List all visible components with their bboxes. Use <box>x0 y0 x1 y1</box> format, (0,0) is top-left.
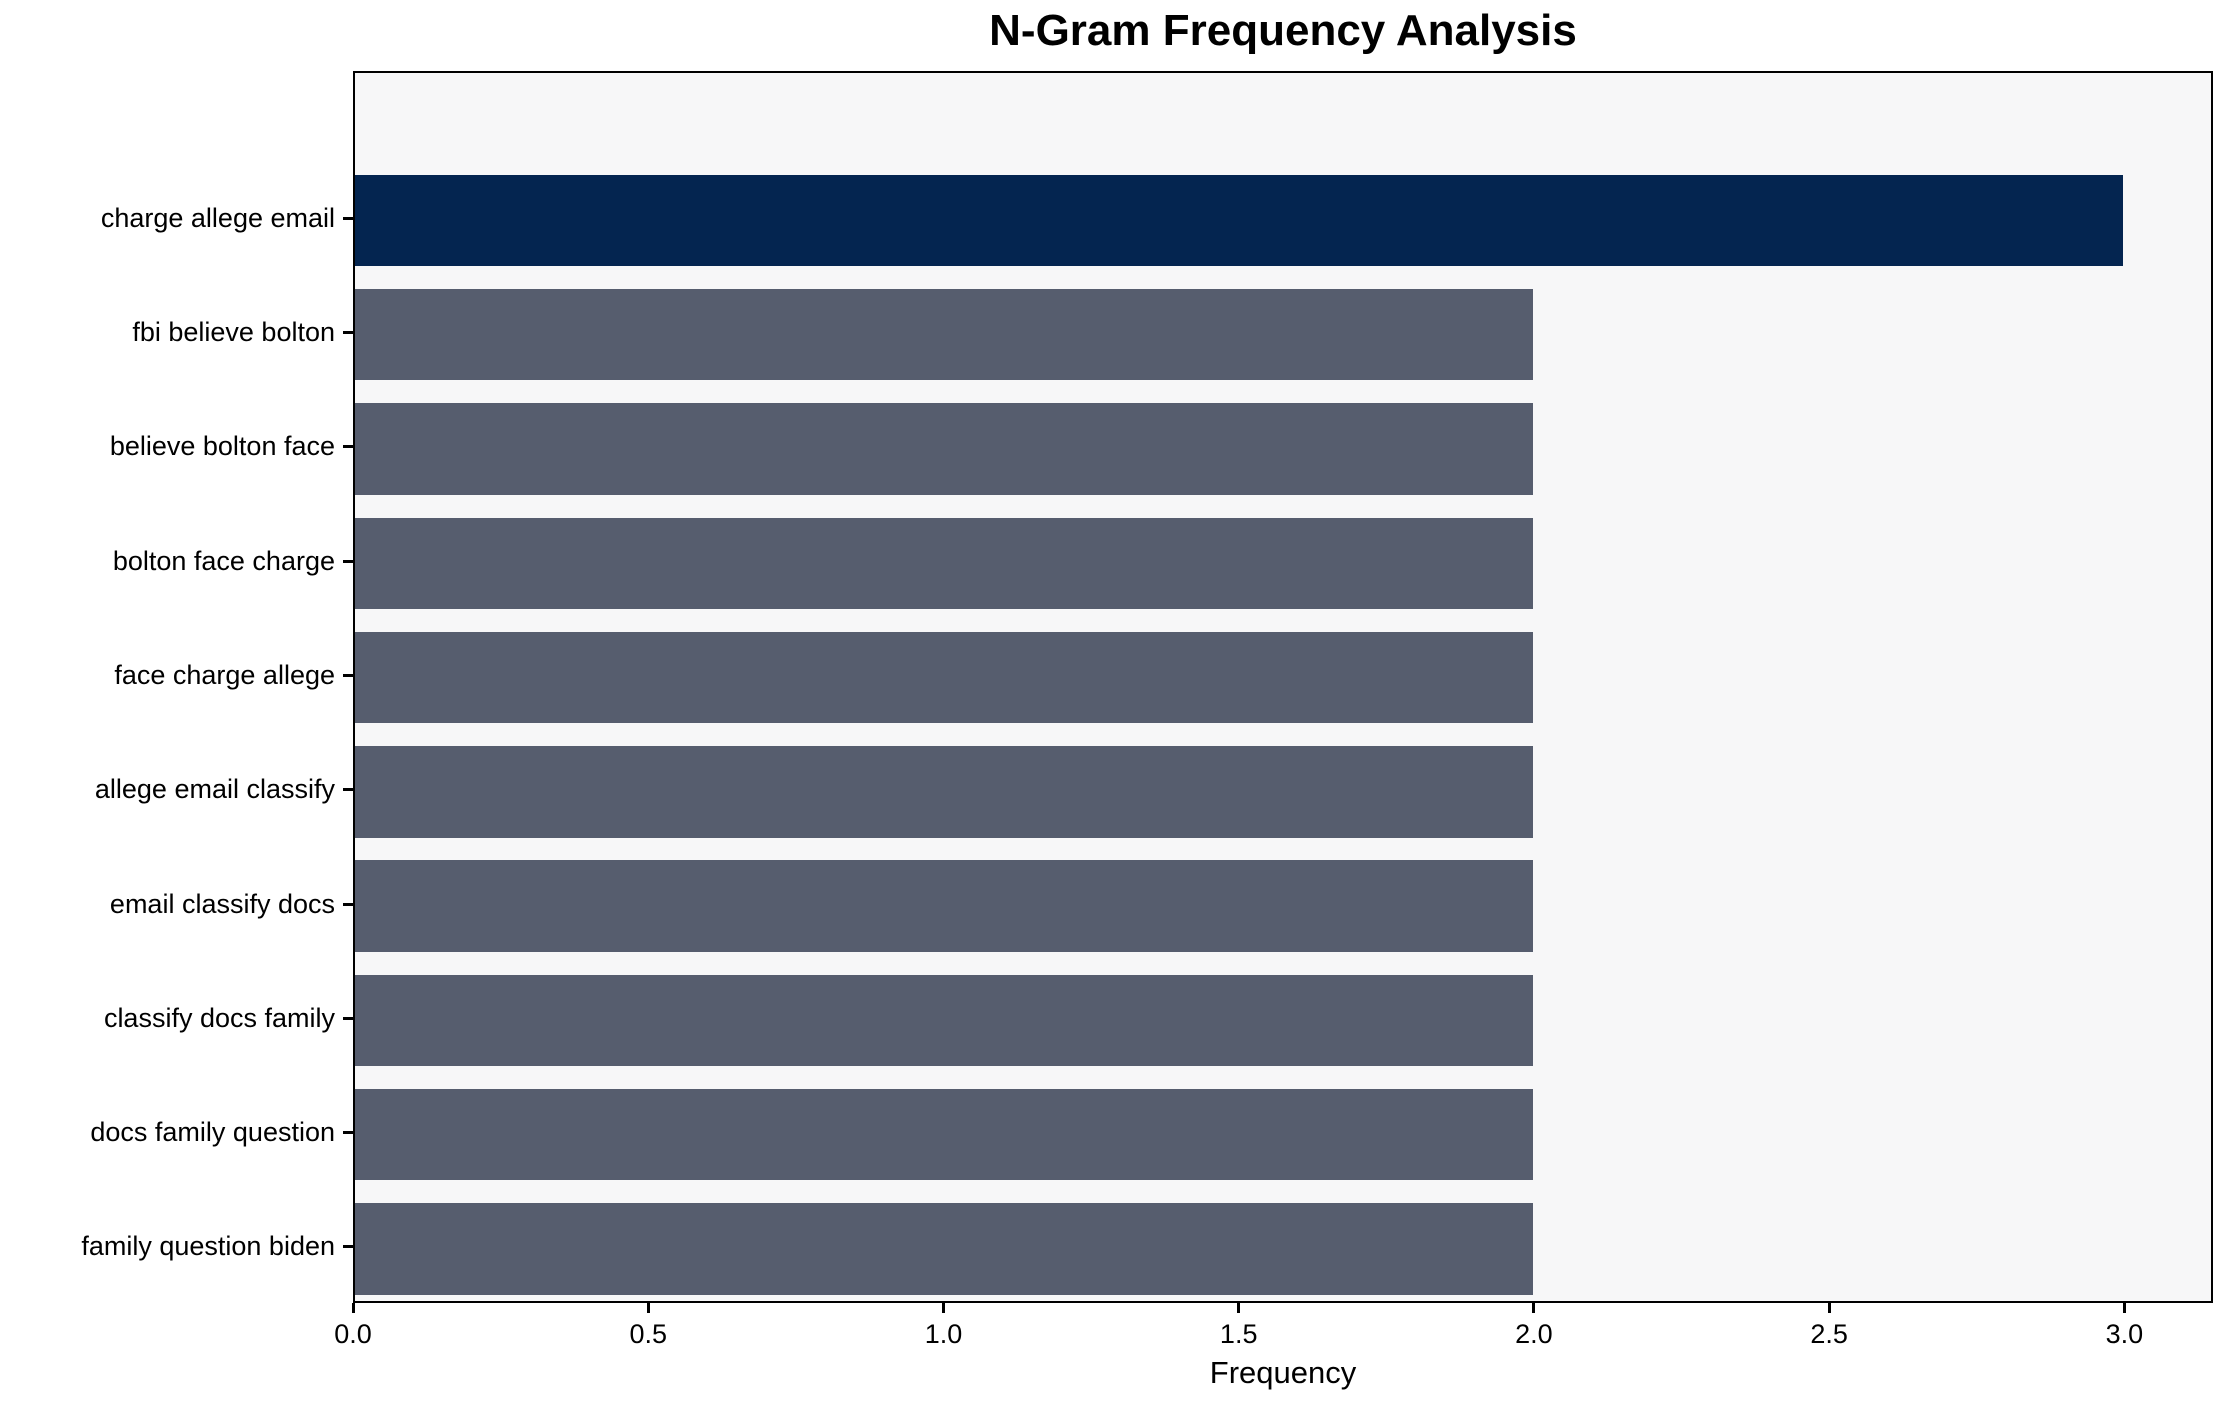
x-tick-label: 0.5 <box>629 1319 667 1349</box>
y-axis: charge allege email fbi believe bolton bel… <box>0 71 353 1303</box>
y-tick-label: family question biden <box>81 1231 335 1262</box>
bar-face-charge-allege <box>355 631 1534 724</box>
x-tick-label: 0.0 <box>334 1319 372 1349</box>
bar-allege-email-classify <box>355 746 1534 838</box>
x-tick <box>351 1303 355 1313</box>
y-tick <box>343 1016 353 1020</box>
x-tick-label: 3.0 <box>2105 1319 2144 1349</box>
y-tick-label: believe bolton face <box>109 431 335 462</box>
x-tick-label: 1.0 <box>924 1319 963 1349</box>
x-tick <box>2122 1303 2126 1313</box>
y-tick-label: allege email classify <box>94 774 335 805</box>
y-tick <box>343 1131 353 1135</box>
y-tick <box>343 1245 353 1249</box>
x-tick <box>941 1303 945 1313</box>
bar-fbi-believe-bolton <box>355 288 1534 381</box>
x-tick <box>646 1303 650 1313</box>
y-tick <box>343 788 353 792</box>
x-tick-label: 1.5 <box>1219 1319 1258 1349</box>
plot-area <box>353 71 2213 1303</box>
bar-family-question-biden <box>355 1203 1534 1295</box>
y-tick-label: face charge allege <box>114 660 335 691</box>
y-tick <box>343 445 353 449</box>
x-axis: 0.0 0.5 1.0 1.5 2.0 2.5 3.0 <box>334 1303 2213 1363</box>
x-tick-label: 2.0 <box>1515 1319 1553 1349</box>
y-tick-label: docs family question <box>90 1117 335 1148</box>
bar-docs-family-question <box>355 1088 1534 1181</box>
y-tick-label: bolton face charge <box>112 545 335 576</box>
x-tick-label: 2.5 <box>1810 1319 1848 1349</box>
y-tick <box>343 559 353 563</box>
x-tick <box>1237 1303 1241 1313</box>
y-tick <box>343 216 353 220</box>
y-tick <box>343 902 353 906</box>
bar-charge-allege-email <box>355 174 2123 267</box>
x-tick <box>1532 1303 1536 1313</box>
y-tick-label: fbi believe bolton <box>132 317 335 348</box>
y-tick-label: charge allege email <box>100 202 335 233</box>
bar-email-classify-docs <box>355 860 1534 952</box>
x-tick <box>1827 1303 1831 1313</box>
y-tick-label: classify docs family <box>103 1002 335 1033</box>
x-axis-title: Frequency <box>1209 1355 1357 1390</box>
bar-classify-docs-family <box>355 974 1534 1067</box>
y-tick <box>343 331 353 335</box>
chart-title: N-Gram Frequency Analysis <box>989 6 1577 55</box>
y-tick-label: email classify docs <box>109 888 335 919</box>
bar-believe-bolton-face <box>355 403 1534 495</box>
y-tick <box>343 674 353 678</box>
bar-bolton-face-charge <box>355 517 1534 609</box>
